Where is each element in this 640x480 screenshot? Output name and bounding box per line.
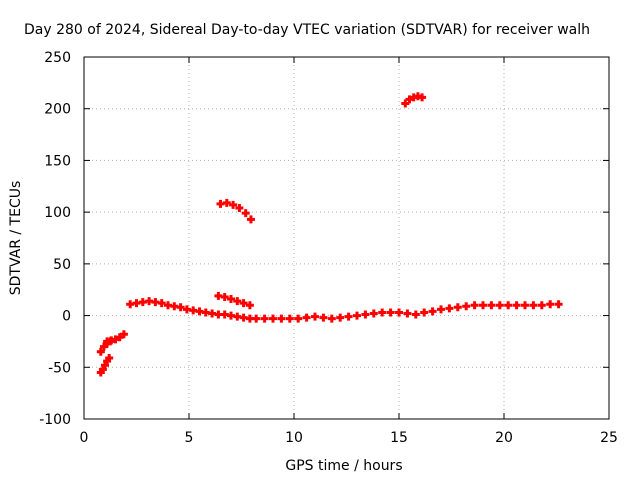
x-tick-label: 20 xyxy=(495,430,513,446)
y-tick-label: 0 xyxy=(62,309,71,325)
data-point xyxy=(252,314,261,323)
data-point xyxy=(401,99,410,108)
data-point xyxy=(437,305,445,314)
data-point xyxy=(554,300,563,309)
grid-layer xyxy=(84,57,609,419)
data-point xyxy=(428,307,437,316)
data-point xyxy=(119,330,128,339)
data-point xyxy=(453,303,462,312)
data-point xyxy=(344,312,353,321)
data-point xyxy=(537,301,546,310)
data-point xyxy=(361,310,370,319)
data-point xyxy=(386,308,395,317)
data-point xyxy=(462,302,471,311)
data-point xyxy=(220,292,229,301)
y-tick-label: 250 xyxy=(44,50,71,66)
data-point xyxy=(222,198,231,207)
data-point xyxy=(241,209,250,218)
data-point xyxy=(546,300,555,309)
data-point xyxy=(176,303,185,312)
data-point xyxy=(229,200,238,209)
data-point xyxy=(227,295,235,304)
data-point xyxy=(319,313,328,322)
data-point xyxy=(302,313,311,322)
data-point xyxy=(327,314,336,323)
data-point xyxy=(311,312,319,321)
data-point xyxy=(111,335,120,344)
data-point xyxy=(521,301,529,310)
series-arc-negative xyxy=(96,353,114,377)
data-point xyxy=(479,301,487,310)
data-point xyxy=(512,301,521,310)
data-point xyxy=(157,299,166,308)
y-tick-label: 50 xyxy=(53,257,71,273)
data-point xyxy=(285,314,294,323)
x-tick-label: 5 xyxy=(185,430,194,446)
data-point xyxy=(405,95,414,104)
tick-layer: 0 5 10 15 20 25 -100 -50 0 50 100 150 200 250 xyxy=(39,50,618,446)
data-point xyxy=(353,311,361,320)
y-axis-label: SDTVAR / TECUs xyxy=(8,181,24,296)
series-arc-high xyxy=(216,198,255,224)
data-point xyxy=(105,353,114,362)
plot-frame xyxy=(83,56,610,420)
data-point xyxy=(106,337,115,346)
x-tick-label: 25 xyxy=(600,430,618,446)
data-point xyxy=(445,304,454,313)
x-tick-label: 15 xyxy=(390,430,408,446)
y-tick-label: 150 xyxy=(44,153,71,169)
data-point xyxy=(294,314,303,323)
data-point xyxy=(418,93,427,102)
x-tick-label: 0 xyxy=(80,430,89,446)
data-point xyxy=(245,301,254,310)
data-point xyxy=(420,308,429,317)
data-point xyxy=(336,313,345,322)
data-point xyxy=(246,215,255,224)
data-point xyxy=(487,301,496,310)
chart-title: Day 280 of 2024, Sidereal Day-to-day VTE… xyxy=(24,22,590,38)
data-point xyxy=(529,301,538,310)
data-point xyxy=(235,204,244,213)
x-tick-label: 10 xyxy=(285,430,303,446)
data-point xyxy=(260,314,269,323)
data-point xyxy=(277,314,286,323)
data-point xyxy=(378,308,387,317)
data-point xyxy=(369,309,378,318)
data-point xyxy=(233,297,242,306)
x-axis-label: GPS time / hours xyxy=(285,458,402,474)
data-point xyxy=(403,309,412,318)
data-point xyxy=(495,301,504,310)
data-point xyxy=(239,299,248,308)
data-point xyxy=(395,308,403,317)
series-arc-mid xyxy=(214,291,254,310)
series-arc-main xyxy=(103,297,563,346)
y-tick-label: -50 xyxy=(48,360,71,376)
y-tick-label: 200 xyxy=(44,102,71,118)
series-arc-low xyxy=(96,337,115,356)
data-point xyxy=(504,301,513,310)
data-points-layer xyxy=(96,92,563,377)
data-point xyxy=(470,301,479,310)
series-arc-top xyxy=(401,92,427,108)
y-tick-label: -100 xyxy=(39,412,71,428)
data-point xyxy=(269,314,277,323)
data-point xyxy=(96,347,105,356)
y-tick-label: 100 xyxy=(44,205,71,221)
data-point xyxy=(411,310,420,319)
data-point xyxy=(115,333,124,342)
